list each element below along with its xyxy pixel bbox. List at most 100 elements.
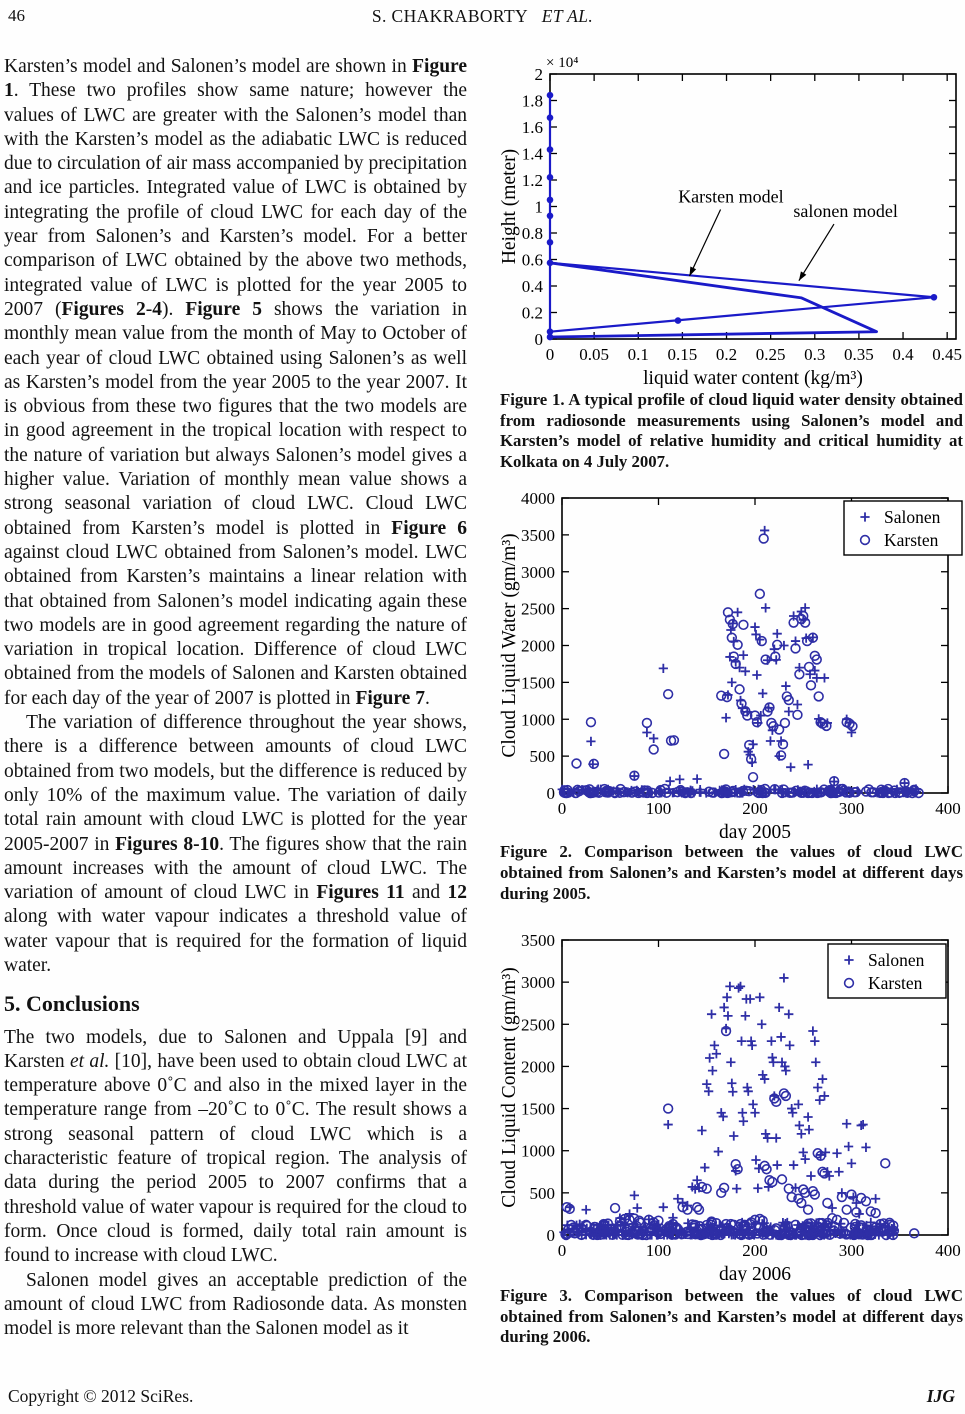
scatter-point-ring bbox=[857, 1229, 868, 1240]
scatter-point-ring bbox=[734, 684, 745, 695]
scatter-point-plus bbox=[774, 751, 784, 762]
scatter-point-plus bbox=[866, 1217, 876, 1228]
scatter-point-plus bbox=[781, 1066, 791, 1076]
scatter-point-ring bbox=[732, 1164, 743, 1175]
scatter-point-plus bbox=[600, 1220, 611, 1230]
scatter-point-plus bbox=[743, 1086, 753, 1097]
scatter-point-plus bbox=[819, 673, 830, 683]
y-tick-label: 1500 bbox=[521, 1100, 555, 1119]
figure2-caption: Figure 2. Comparison between the values … bbox=[500, 842, 963, 903]
page-footer: Copyright © 2012 SciRes. IJG bbox=[8, 1386, 955, 1407]
journal-abbrev: IJG bbox=[926, 1386, 955, 1406]
scatter-point-plus bbox=[792, 700, 803, 710]
scatter-point-plus bbox=[665, 776, 675, 787]
scatter-point-ring bbox=[629, 1213, 640, 1224]
scatter-point-ring bbox=[786, 787, 797, 799]
scatter-point-plus bbox=[729, 637, 739, 647]
y-tick-label: 1.6 bbox=[522, 118, 543, 137]
scatter-point-ring bbox=[771, 1096, 782, 1108]
scatter-point-plus bbox=[735, 981, 746, 992]
x-tick-label: 0.3 bbox=[804, 345, 825, 364]
scatter-point-plus bbox=[707, 1066, 718, 1076]
copyright-text: Copyright © 2012 SciRes. bbox=[8, 1386, 194, 1406]
y-tick-label: 1000 bbox=[521, 1142, 555, 1161]
scatter-point-plus bbox=[620, 1214, 630, 1225]
y-axis-multiplier: × 10⁴ bbox=[546, 55, 578, 71]
scatter-point-ring bbox=[822, 1197, 833, 1209]
scatter-point-plus bbox=[745, 750, 755, 760]
scatter-point-ring bbox=[749, 1214, 761, 1226]
scatter-point-plus bbox=[864, 1228, 875, 1238]
scatter-point-plus bbox=[663, 1120, 673, 1130]
scatter-point-plus bbox=[709, 1040, 720, 1051]
scatter-point-plus bbox=[846, 728, 857, 738]
scatter-point-plus bbox=[642, 728, 652, 738]
scatter-point-ring bbox=[687, 1219, 698, 1230]
scatter-point-plus bbox=[731, 657, 741, 667]
scatter-point-ring bbox=[747, 772, 759, 783]
arrow-head bbox=[689, 266, 697, 277]
figure3-chart: 0 100 200 300 400 0 500 1000 1500 2000 2500 3000 350… bbox=[500, 931, 961, 1282]
scatter-point-plus bbox=[762, 1224, 772, 1234]
scatter-point-plus bbox=[780, 1061, 790, 1072]
y-tick-label: 3000 bbox=[521, 973, 555, 992]
scatter-point-ring bbox=[801, 786, 812, 797]
scatter-point-plus bbox=[794, 1120, 804, 1131]
scatter-point-plus bbox=[836, 1226, 847, 1236]
scatter-point-plus bbox=[718, 1112, 728, 1122]
scatter-point-plus bbox=[861, 1142, 871, 1153]
running-head-etal: ET AL. bbox=[541, 6, 594, 26]
scatter-point-plus bbox=[694, 1183, 704, 1193]
y-tick-label: 1000 bbox=[521, 711, 555, 730]
scatter-point-ring bbox=[738, 620, 749, 631]
scatter-point-plus bbox=[626, 788, 636, 798]
scatter-point-ring bbox=[756, 636, 767, 647]
scatter-point-ring bbox=[752, 1228, 763, 1239]
annotation-arrow bbox=[798, 223, 835, 282]
scatter-point-ring bbox=[805, 680, 817, 691]
scatter-point-plus bbox=[675, 775, 685, 785]
x-axis-label: day 2005 bbox=[719, 822, 791, 840]
scatter-point-plus bbox=[754, 788, 765, 798]
scatter-point-plus bbox=[798, 1147, 808, 1158]
y-tick-label: 0.8 bbox=[522, 224, 543, 243]
scatter-point-plus bbox=[658, 664, 668, 674]
scatter-point-plus bbox=[588, 760, 598, 770]
scatter-point-plus bbox=[854, 1209, 864, 1219]
scatter-point-plus bbox=[769, 644, 779, 655]
scatter-point-ring bbox=[589, 787, 600, 798]
scatter-point-plus bbox=[768, 1057, 778, 1067]
x-axis-label: liquid water content (kg/m³) bbox=[643, 368, 863, 388]
scatter-point-ring bbox=[841, 1204, 852, 1216]
scatter-point-plus bbox=[733, 983, 744, 993]
scatter-point-plus bbox=[586, 737, 596, 747]
y-tick-label: 4000 bbox=[521, 489, 555, 508]
scatter-point-plus bbox=[816, 1150, 826, 1160]
legend-label-karsten: Karsten bbox=[868, 973, 923, 993]
scatter-point-plus bbox=[793, 1099, 804, 1110]
marker-dot bbox=[546, 196, 554, 204]
scatter-point-ring bbox=[740, 1220, 751, 1232]
scatter-point-ring bbox=[757, 1215, 768, 1227]
scatter-point-plus bbox=[811, 1057, 821, 1067]
scatter-point-plus bbox=[727, 1078, 737, 1089]
x-tick-label: 200 bbox=[742, 799, 768, 818]
figure2-chart: 0 100 200 300 400050010001500200025003000350… bbox=[500, 489, 963, 840]
scatter-point-plus bbox=[761, 603, 771, 613]
x-tick-label: 400 bbox=[935, 1241, 961, 1260]
scatter-point-ring bbox=[860, 1196, 872, 1207]
scatter-point-ring bbox=[808, 1224, 820, 1235]
scatter-point-plus bbox=[595, 1227, 605, 1237]
scatter-point-ring bbox=[634, 1215, 645, 1227]
scatter-point-plus bbox=[812, 673, 822, 683]
scatter-point-plus bbox=[767, 1053, 777, 1063]
scatter-point-plus bbox=[742, 707, 752, 717]
scatter-point-plus bbox=[729, 1131, 739, 1141]
y-axis-label: Cloud Liquid Water (gm/m³) bbox=[500, 534, 520, 758]
x-axis-label: day 2006 bbox=[719, 1264, 791, 1282]
scatter-point-plus bbox=[653, 1220, 664, 1230]
scatter-point-plus bbox=[751, 1155, 761, 1165]
scatter-point-plus bbox=[746, 1036, 756, 1046]
scatter-point-plus bbox=[760, 526, 770, 536]
scatter-point-plus bbox=[629, 1190, 639, 1201]
